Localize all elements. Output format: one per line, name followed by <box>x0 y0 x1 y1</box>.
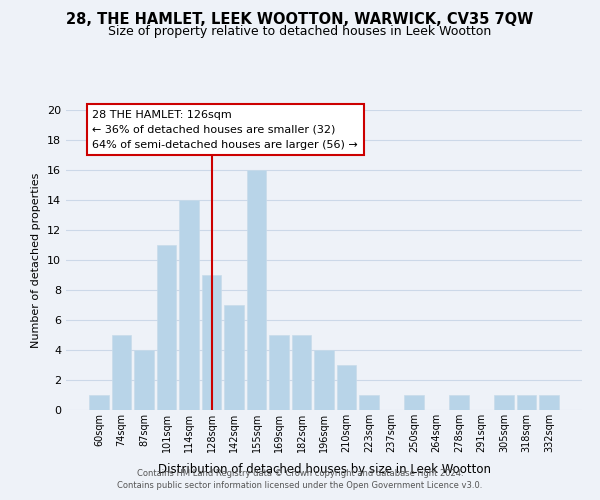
Y-axis label: Number of detached properties: Number of detached properties <box>31 172 41 348</box>
Bar <box>202 275 221 410</box>
Bar <box>157 245 176 410</box>
Bar <box>269 335 289 410</box>
Bar <box>449 395 469 410</box>
Text: 28 THE HAMLET: 126sqm
← 36% of detached houses are smaller (32)
64% of semi-deta: 28 THE HAMLET: 126sqm ← 36% of detached … <box>92 110 358 150</box>
Text: Contains HM Land Registry data © Crown copyright and database right 2024.
Contai: Contains HM Land Registry data © Crown c… <box>118 468 482 490</box>
Bar <box>404 395 424 410</box>
Bar <box>337 365 356 410</box>
Text: Size of property relative to detached houses in Leek Wootton: Size of property relative to detached ho… <box>109 25 491 38</box>
Bar <box>134 350 154 410</box>
Bar <box>89 395 109 410</box>
Bar <box>517 395 536 410</box>
Bar <box>179 200 199 410</box>
Bar <box>247 170 266 410</box>
X-axis label: Distribution of detached houses by size in Leek Wootton: Distribution of detached houses by size … <box>157 464 491 476</box>
Bar <box>359 395 379 410</box>
Bar <box>292 335 311 410</box>
Bar <box>494 395 514 410</box>
Bar <box>224 305 244 410</box>
Bar <box>314 350 334 410</box>
Text: 28, THE HAMLET, LEEK WOOTTON, WARWICK, CV35 7QW: 28, THE HAMLET, LEEK WOOTTON, WARWICK, C… <box>67 12 533 28</box>
Bar <box>112 335 131 410</box>
Bar <box>539 395 559 410</box>
